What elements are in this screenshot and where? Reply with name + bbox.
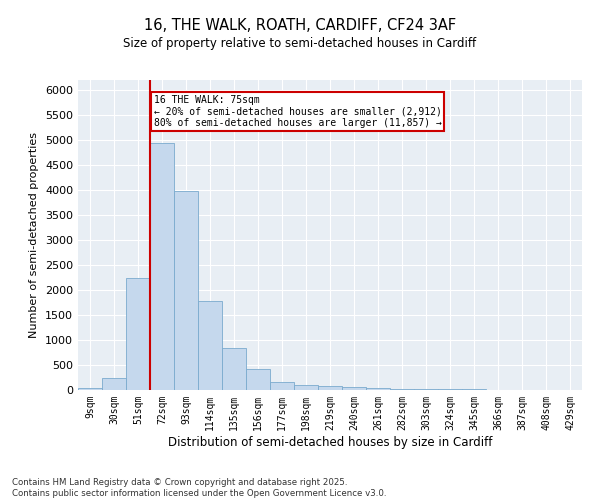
Bar [198, 301, 222, 390]
Bar [150, 142, 174, 390]
Bar [366, 388, 390, 390]
Bar [390, 388, 414, 390]
Bar [414, 389, 438, 390]
Bar [342, 387, 366, 390]
Bar [174, 191, 198, 390]
Bar [78, 388, 102, 390]
Text: Size of property relative to semi-detached houses in Cardiff: Size of property relative to semi-detach… [124, 38, 476, 51]
Bar [126, 278, 150, 390]
Bar [102, 378, 126, 390]
Bar [294, 384, 318, 390]
Bar [222, 348, 246, 390]
Text: Contains HM Land Registry data © Crown copyright and database right 2025.
Contai: Contains HM Land Registry data © Crown c… [12, 478, 386, 498]
Bar [318, 386, 342, 390]
Bar [438, 389, 462, 390]
Text: 16 THE WALK: 75sqm
← 20% of semi-detached houses are smaller (2,912)
80% of semi: 16 THE WALK: 75sqm ← 20% of semi-detache… [154, 95, 442, 128]
Y-axis label: Number of semi-detached properties: Number of semi-detached properties [29, 132, 40, 338]
Bar [246, 369, 270, 390]
X-axis label: Distribution of semi-detached houses by size in Cardiff: Distribution of semi-detached houses by … [168, 436, 492, 448]
Bar [270, 382, 294, 390]
Text: 16, THE WALK, ROATH, CARDIFF, CF24 3AF: 16, THE WALK, ROATH, CARDIFF, CF24 3AF [144, 18, 456, 32]
